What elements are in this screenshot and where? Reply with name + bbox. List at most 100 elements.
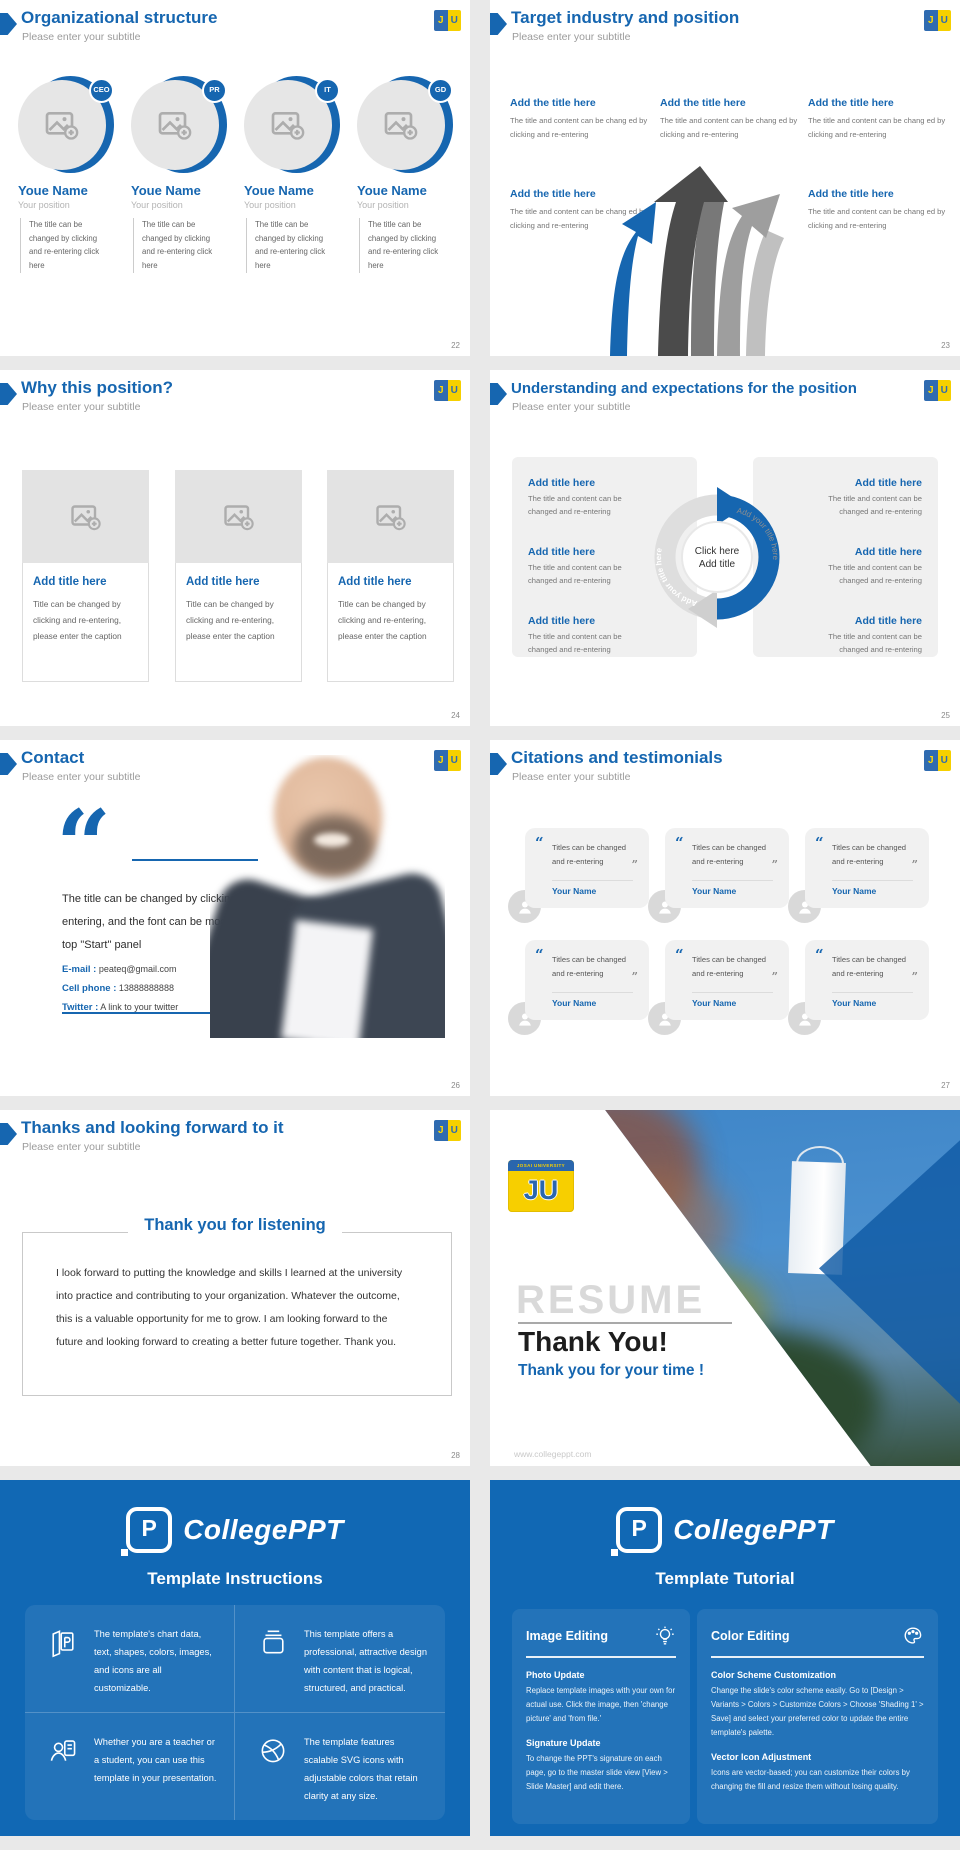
page-number: 24 — [451, 711, 460, 720]
instructions-panel: The template's chart data, text, shapes,… — [25, 1605, 445, 1820]
block-body: The title and content can be changed and… — [528, 631, 622, 654]
org-member-card: IT Youe Name Your position The title can… — [244, 76, 340, 273]
instruction-text: The template's chart data, text, shapes,… — [94, 1629, 212, 1694]
member-name: Youe Name — [131, 183, 201, 198]
slide-target-industry[interactable]: Target industry and position Please ente… — [490, 0, 960, 356]
logo-initials: JU — [523, 1175, 559, 1205]
avatar-placeholder[interactable]: CEO — [18, 76, 114, 176]
instruction-item: This template offers a professional, att… — [235, 1605, 445, 1713]
contact-label: Cell phone : — [62, 983, 117, 994]
color-editing-panel: Color Editing Color Scheme Customization… — [697, 1609, 938, 1824]
university-logo: J U — [434, 750, 461, 771]
cycle-center-line2: Add title — [699, 559, 736, 570]
slide-citations-testimonials[interactable]: Citations and testimonials Please enter … — [490, 740, 960, 1096]
instruction-item: The template's chart data, text, shapes,… — [25, 1605, 235, 1713]
contact-value[interactable]: A link to your twitter — [100, 1002, 179, 1012]
quote-close-icon: ” — [771, 858, 778, 871]
image-placeholder[interactable] — [175, 470, 302, 563]
slide-contact[interactable]: Contact Please enter your subtitle J U “… — [0, 740, 470, 1096]
pages-icon — [47, 1625, 79, 1704]
block-body: The title and content can be chang ed by… — [510, 207, 648, 230]
testimonial-name: Your Name — [832, 998, 877, 1008]
image-placeholder[interactable] — [327, 470, 454, 563]
title-marker-icon — [490, 383, 507, 405]
slide-organizational-structure[interactable]: Organizational structure Please enter yo… — [0, 0, 470, 356]
why-card: Add title here Title can be changed by c… — [327, 470, 454, 682]
logo-letter-j: J — [924, 750, 938, 771]
member-position: Your position — [131, 200, 183, 210]
page-number: 23 — [941, 341, 950, 350]
member-name: Youe Name — [244, 183, 314, 198]
image-placeholder-icon — [158, 112, 192, 140]
slide-subtitle: Please enter your subtitle — [22, 401, 141, 413]
testimonial-card: “ Titles can be changed and re-entering … — [665, 940, 789, 1020]
block-body: The title and content can be changed and… — [528, 494, 622, 516]
slide-template-tutorial[interactable]: P CollegePPT Template Tutorial Image Edi… — [490, 1480, 960, 1836]
cycle-arrows-diagram: Add your title here Add your title here … — [654, 487, 780, 628]
instruction-text: Whether you are a teacher or a student, … — [94, 1736, 217, 1783]
slide-thanks[interactable]: Thanks and looking forward to it Please … — [0, 1110, 470, 1466]
slide-template-instructions[interactable]: P CollegePPT Template Instructions The t… — [0, 1480, 470, 1836]
block-body: The title and content can be chang ed by… — [808, 116, 946, 139]
panel-rule — [526, 1656, 676, 1658]
university-logo: J U — [434, 1120, 461, 1141]
slide-subtitle: Please enter your subtitle — [22, 771, 141, 783]
instruction-item: The template features scalable SVG icons… — [235, 1713, 445, 1821]
block-title: Add title here — [854, 477, 922, 489]
slide-understanding-expectations[interactable]: Understanding and expectations for the p… — [490, 370, 960, 726]
testimonial-text: Titles can be changed and re-entering — [552, 843, 627, 867]
collegeppt-logo: P CollegePPT — [0, 1507, 470, 1556]
website-url[interactable]: www.collegeppt.com — [514, 1449, 592, 1459]
thanks-paragraph: I look forward to putting the knowledge … — [56, 1267, 403, 1349]
image-editing-label: Image Editing — [526, 1629, 608, 1643]
title-marker-icon — [0, 753, 17, 775]
card-body: Title can be changed by clicking and re-… — [186, 599, 275, 642]
contact-value[interactable]: peateq@gmail.com — [98, 964, 177, 974]
title-marker-icon — [490, 13, 507, 35]
member-name: Youe Name — [357, 183, 427, 198]
block-title: Add title here — [528, 545, 596, 558]
testimonial-text: Titles can be changed and re-entering — [552, 955, 627, 979]
university-logo: J U — [924, 10, 951, 31]
avatar-placeholder[interactable]: PR — [131, 76, 227, 176]
card-body: Title can be changed by clicking and re-… — [338, 599, 427, 642]
quote-open-icon: “ — [675, 946, 684, 964]
block-title: Add the title here — [808, 188, 894, 200]
block-title: Add the title here — [510, 97, 596, 109]
slide-subtitle: Please enter your subtitle — [22, 31, 141, 43]
page-number: 28 — [451, 1451, 460, 1460]
left-titles-panel: Add title here The title and content can … — [512, 457, 697, 657]
quote-open-icon: “ — [815, 946, 824, 964]
instructions-heading: Template Instructions — [147, 1569, 323, 1588]
testimonial-text: Titles can be changed and re-entering — [692, 955, 767, 979]
block-body: The title and content can be chang ed by… — [510, 116, 648, 139]
title-marker-icon — [0, 13, 17, 35]
slide-resume-thank-you[interactable]: JOSAI UNIVERSITY JU RESUME Thank You! Th… — [490, 1110, 960, 1466]
testimonial-text: Titles can be changed and re-entering — [692, 843, 767, 867]
quote-close-icon: ” — [911, 970, 918, 983]
image-placeholder-icon — [375, 504, 406, 530]
card-title: Add title here — [33, 576, 107, 588]
slide-subtitle: Please enter your subtitle — [512, 401, 631, 413]
contact-row-email: E-mail : peateq@gmail.com — [62, 964, 178, 975]
card-divider — [552, 992, 633, 993]
block-title: Add title here — [854, 545, 922, 558]
block-body: The title and content can be changed and… — [828, 631, 922, 654]
org-member-card: PR Youe Name Your position The title can… — [131, 76, 227, 273]
avatar-placeholder[interactable]: IT — [244, 76, 340, 176]
image-placeholder[interactable] — [22, 470, 149, 563]
testimonial-name: Your Name — [692, 886, 737, 896]
logo-letter-j: J — [434, 380, 448, 401]
logo-letter-u: U — [447, 380, 461, 401]
org-member-card: CEO Youe Name Your position The title ca… — [18, 76, 114, 273]
block-title: Add the title here — [510, 188, 596, 200]
logo-letter-j: J — [434, 10, 448, 31]
section-heading: Signature Update — [526, 1737, 601, 1748]
slide-title: Target industry and position — [511, 8, 740, 27]
avatar-placeholder[interactable]: GD — [357, 76, 453, 176]
contact-value: 13888888888 — [118, 983, 174, 993]
target-block: Add the title here The title and content… — [660, 97, 802, 141]
page-number: 22 — [451, 341, 460, 350]
slide-why-this-position[interactable]: Why this position? Please enter your sub… — [0, 370, 470, 726]
